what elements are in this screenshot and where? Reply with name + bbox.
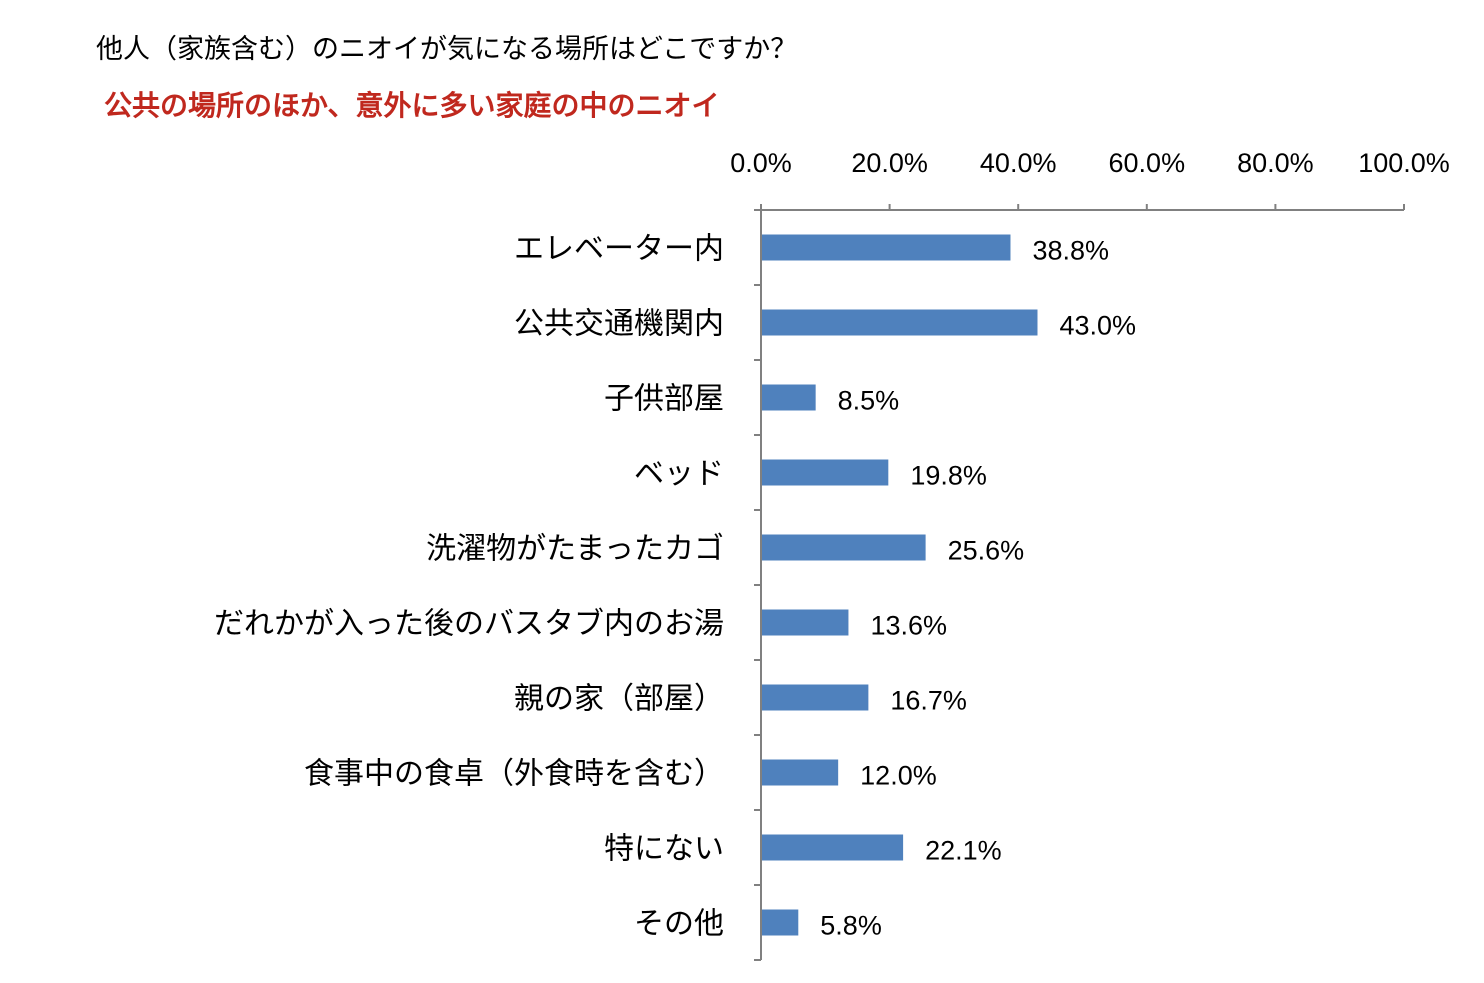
- value-label: 13.6%: [870, 611, 947, 641]
- value-label: 16.7%: [890, 686, 967, 716]
- x-tick-label: 40.0%: [980, 148, 1057, 178]
- chart-subtitle: 公共の場所のほか、意外に多い家庭の中のニオイ: [104, 89, 720, 122]
- category-label: その他: [634, 907, 724, 942]
- x-tick-label: 60.0%: [1109, 148, 1186, 178]
- value-label: 22.1%: [925, 836, 1002, 866]
- value-label: 12.0%: [860, 761, 937, 791]
- bar: [762, 759, 839, 786]
- bar: [762, 684, 869, 711]
- value-label: 8.5%: [838, 386, 900, 416]
- axis-layer: 0.0% 20.0% 40.0% 60.0% 80.0% 100.0%: [730, 148, 1450, 961]
- bar: [762, 459, 889, 486]
- value-label: 5.8%: [820, 911, 882, 941]
- bar: [762, 234, 1011, 261]
- category-label: 特にない: [604, 832, 724, 867]
- bar: [762, 309, 1038, 336]
- x-tick-label: 80.0%: [1237, 148, 1314, 178]
- value-label: 43.0%: [1059, 311, 1136, 341]
- category-label: 洗濯物がたまったカゴ: [426, 532, 724, 567]
- category-label: 公共交通機関内: [514, 307, 724, 342]
- bar: [762, 384, 816, 411]
- bars-layer: [762, 234, 1038, 936]
- labels-layer: エレベーター内 38.8% 公共交通機関内 43.0% 子供部屋 8.5% ベッド 19.8%…: [214, 232, 1136, 942]
- bar: [762, 834, 904, 861]
- category-label: エレベーター内: [514, 232, 724, 267]
- value-label: 19.8%: [910, 461, 987, 491]
- bar: [762, 909, 799, 936]
- chart-question: 他人（家族含む）のニオイが気になる場所はどこですか？: [96, 34, 798, 65]
- category-label: ベッド: [634, 457, 724, 492]
- category-label: 子供部屋: [604, 382, 724, 417]
- x-tick-label: 20.0%: [851, 148, 928, 178]
- bar: [762, 609, 849, 636]
- value-label: 25.6%: [948, 536, 1025, 566]
- category-label: 食事中の食卓（外食時を含む）: [304, 757, 724, 792]
- x-tick-label: 0.0%: [730, 148, 792, 178]
- category-label: 親の家（部屋）: [514, 682, 724, 717]
- x-tick-label: 100.0%: [1358, 148, 1450, 178]
- category-label: だれかが入った後のバスタブ内のお湯: [214, 607, 724, 642]
- bar: [762, 534, 926, 561]
- value-label: 38.8%: [1032, 236, 1109, 266]
